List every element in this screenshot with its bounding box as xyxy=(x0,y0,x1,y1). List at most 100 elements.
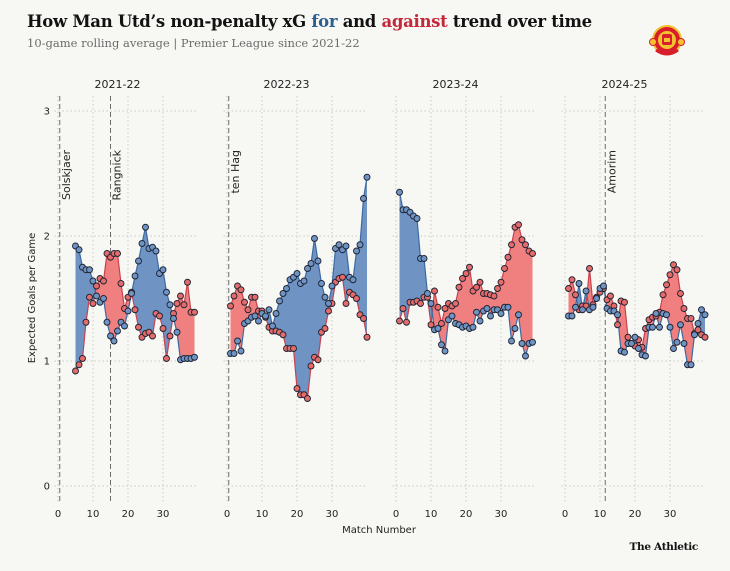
against-point xyxy=(79,355,86,362)
against-point xyxy=(459,275,466,282)
against-point xyxy=(624,333,632,341)
for-area-segment xyxy=(276,301,280,333)
for-area-segment xyxy=(156,251,160,316)
for-point xyxy=(593,295,600,302)
for-point xyxy=(663,311,670,319)
against-point xyxy=(166,332,174,340)
for-point xyxy=(427,300,435,307)
against-point xyxy=(568,276,576,284)
for-area-segment xyxy=(286,279,290,349)
for-point xyxy=(438,341,445,349)
against-point xyxy=(363,333,371,341)
against-area-segment xyxy=(687,318,691,365)
x-axis-label: Match Number xyxy=(342,525,417,536)
against-point xyxy=(529,250,536,257)
against-point xyxy=(307,362,315,370)
for-point xyxy=(413,215,421,222)
against-point xyxy=(241,298,248,306)
against-point xyxy=(501,265,508,272)
for-point xyxy=(529,338,536,346)
the-athletic-logo: The Athletic xyxy=(629,541,698,553)
line-layer xyxy=(74,177,706,400)
for-area-segment xyxy=(166,292,170,359)
against-point xyxy=(227,302,234,310)
against-point xyxy=(607,292,614,300)
against-point xyxy=(522,241,529,249)
title-text-middle: and xyxy=(337,12,382,31)
for-point xyxy=(363,173,371,181)
against-area-segment xyxy=(511,227,515,341)
against-area-segment xyxy=(107,253,111,336)
chart-subtitle: 10-game rolling average | Premier League… xyxy=(27,36,360,50)
manager-label: ten Hag xyxy=(229,150,242,194)
against-point xyxy=(518,236,526,244)
against-point xyxy=(565,285,572,292)
x-tick-label: 30 xyxy=(326,509,339,520)
for-point xyxy=(138,240,146,247)
for-point xyxy=(349,276,357,284)
against-point xyxy=(135,323,142,331)
title-text-suffix: trend over time xyxy=(447,12,592,31)
against-point xyxy=(314,356,322,364)
for-area-segment xyxy=(314,238,318,360)
against-point xyxy=(441,305,449,312)
x-tick-label: 10 xyxy=(594,509,607,520)
for-point xyxy=(93,292,100,300)
y-axis-label: Expected Goals per Game xyxy=(27,233,38,364)
against-point xyxy=(290,345,297,352)
for-point xyxy=(276,297,283,305)
for-point xyxy=(635,345,642,352)
title-for-legend: for xyxy=(311,12,338,31)
against-point xyxy=(339,273,346,281)
y-tick-label: 3 xyxy=(44,107,50,118)
against-area-segment xyxy=(529,251,533,344)
for-area-segment xyxy=(403,209,407,323)
against-area-segment xyxy=(251,297,255,318)
against-point xyxy=(473,283,480,291)
against-point xyxy=(75,361,83,369)
against-point xyxy=(476,278,484,286)
against-point xyxy=(86,293,93,301)
for-point xyxy=(469,323,477,331)
for-area-segment xyxy=(142,227,146,338)
x-tick-label: 0 xyxy=(224,509,230,520)
against-point xyxy=(490,292,498,300)
for-point xyxy=(628,340,635,347)
against-area-segment xyxy=(237,286,241,351)
for-area-segment xyxy=(363,177,367,338)
against-point xyxy=(701,333,709,341)
against-point xyxy=(293,385,301,392)
for-point xyxy=(173,328,181,336)
for-point xyxy=(420,255,428,262)
x-tick-label: 30 xyxy=(664,509,677,520)
against-point xyxy=(177,292,184,300)
against-area-segment xyxy=(515,224,519,329)
against-area-segment xyxy=(110,253,114,341)
for-point xyxy=(107,332,114,340)
for-area-segment xyxy=(79,249,83,365)
for-point xyxy=(701,311,709,319)
against-point xyxy=(353,295,360,302)
for-point xyxy=(237,347,245,355)
for-point xyxy=(670,345,677,352)
for-area-segment xyxy=(311,238,315,366)
y-tick-label: 1 xyxy=(44,357,50,368)
against-area-segment xyxy=(230,296,234,354)
against-point xyxy=(572,291,579,299)
against-point xyxy=(462,270,470,277)
for-point xyxy=(251,312,259,320)
for-point xyxy=(110,337,118,345)
area-layer xyxy=(75,177,705,399)
x-tick-label: 30 xyxy=(495,509,508,520)
for-point xyxy=(159,266,167,274)
for-point xyxy=(424,290,431,297)
against-area-segment xyxy=(508,244,512,341)
x-tick-label: 20 xyxy=(629,509,642,520)
for-point xyxy=(114,327,121,335)
for-point xyxy=(300,277,308,285)
against-area-segment xyxy=(525,244,529,356)
x-tick-label: 20 xyxy=(291,509,304,520)
title-against-legend: against xyxy=(381,12,448,31)
x-tick-label: 30 xyxy=(157,509,170,520)
